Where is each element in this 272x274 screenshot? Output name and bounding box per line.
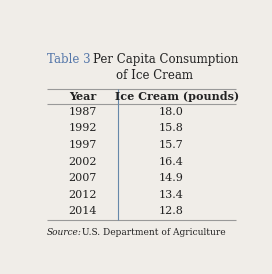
Text: 2014: 2014	[68, 206, 97, 216]
Text: 18.0: 18.0	[159, 107, 184, 117]
Text: 16.4: 16.4	[159, 156, 184, 167]
Text: 2007: 2007	[68, 173, 97, 183]
Text: 13.4: 13.4	[159, 190, 184, 200]
Text: 15.7: 15.7	[159, 140, 184, 150]
Text: 15.8: 15.8	[159, 123, 184, 133]
Text: 1992: 1992	[68, 123, 97, 133]
Text: Source:: Source:	[47, 228, 82, 237]
Text: 1987: 1987	[68, 107, 97, 117]
Text: 14.9: 14.9	[159, 173, 184, 183]
Text: Ice Cream (pounds): Ice Cream (pounds)	[115, 91, 239, 102]
Text: Table 3: Table 3	[47, 53, 90, 66]
Text: Year: Year	[69, 91, 96, 102]
Text: 1997: 1997	[68, 140, 97, 150]
Text: U.S. Department of Agriculture: U.S. Department of Agriculture	[79, 228, 226, 237]
Text: 12.8: 12.8	[159, 206, 184, 216]
Text: Per Capita Consumption: Per Capita Consumption	[93, 53, 238, 66]
Text: of Ice Cream: of Ice Cream	[116, 68, 193, 82]
Text: 2002: 2002	[68, 156, 97, 167]
Text: 2012: 2012	[68, 190, 97, 200]
